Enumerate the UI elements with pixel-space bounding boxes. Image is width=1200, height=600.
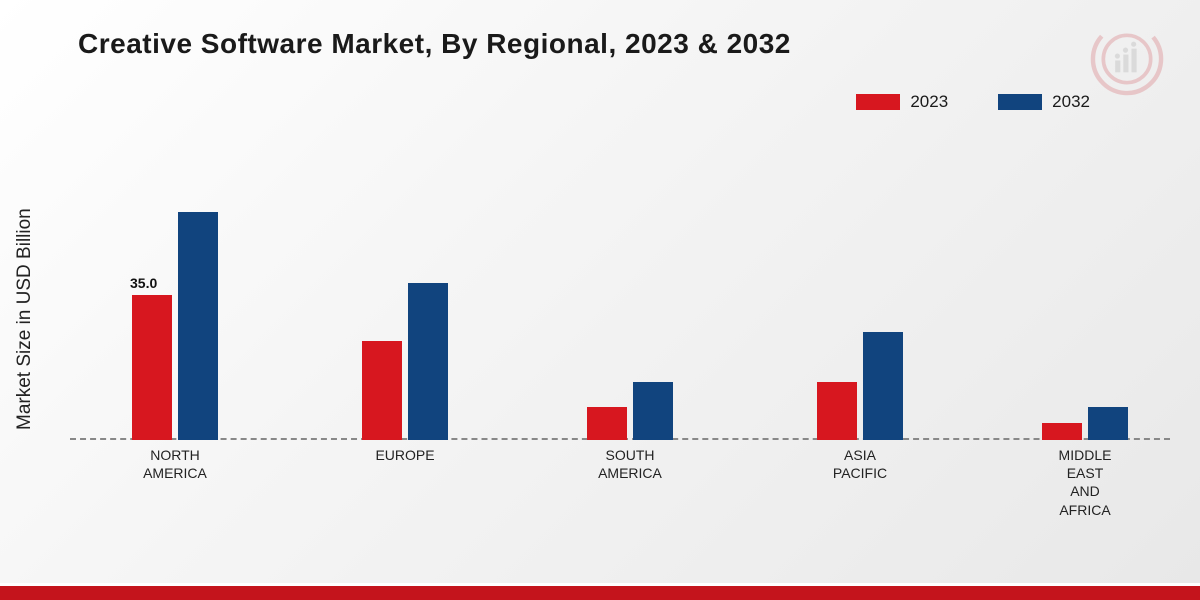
bar-group [817, 332, 903, 440]
x-axis-category-label: NORTH AMERICA [125, 446, 225, 482]
x-axis-category-label: EUROPE [355, 446, 455, 464]
x-axis-category-label: ASIA PACIFIC [810, 446, 910, 482]
bar-group [587, 382, 673, 440]
bar-group [1042, 407, 1128, 440]
legend-item-2023: 2023 [856, 92, 948, 112]
legend-label-2023: 2023 [910, 92, 948, 112]
bar [633, 382, 673, 440]
bar-group [132, 212, 218, 440]
footer-bar [0, 586, 1200, 600]
bar [408, 283, 448, 440]
chart-title: Creative Software Market, By Regional, 2… [78, 28, 791, 60]
x-axis-labels: NORTH AMERICA EUROPE SOUTH AMERICA ASIA PAC… [70, 446, 1170, 526]
legend-swatch-2032 [998, 94, 1042, 110]
y-axis-label: Market Size in USD Billion [14, 208, 36, 430]
x-axis-category-label: SOUTH AMERICA [580, 446, 680, 482]
x-axis-category-label: MIDDLE EAST AND AFRICA [1035, 446, 1135, 519]
bar [362, 341, 402, 440]
bar [1088, 407, 1128, 440]
bar [863, 332, 903, 440]
bar [817, 382, 857, 440]
plot-area: 35.0 [70, 150, 1170, 440]
legend-label-2032: 2032 [1052, 92, 1090, 112]
legend-item-2032: 2032 [998, 92, 1090, 112]
bar-group [362, 283, 448, 440]
legend: 2023 2032 [856, 92, 1090, 112]
bar [178, 212, 218, 440]
bar [587, 407, 627, 440]
legend-swatch-2023 [856, 94, 900, 110]
chart-canvas: Creative Software Market, By Regional, 2… [0, 0, 1200, 600]
watermark-logo [1090, 22, 1164, 96]
bar [1042, 423, 1082, 440]
bar [132, 295, 172, 440]
bar-value-label: 35.0 [130, 275, 157, 291]
